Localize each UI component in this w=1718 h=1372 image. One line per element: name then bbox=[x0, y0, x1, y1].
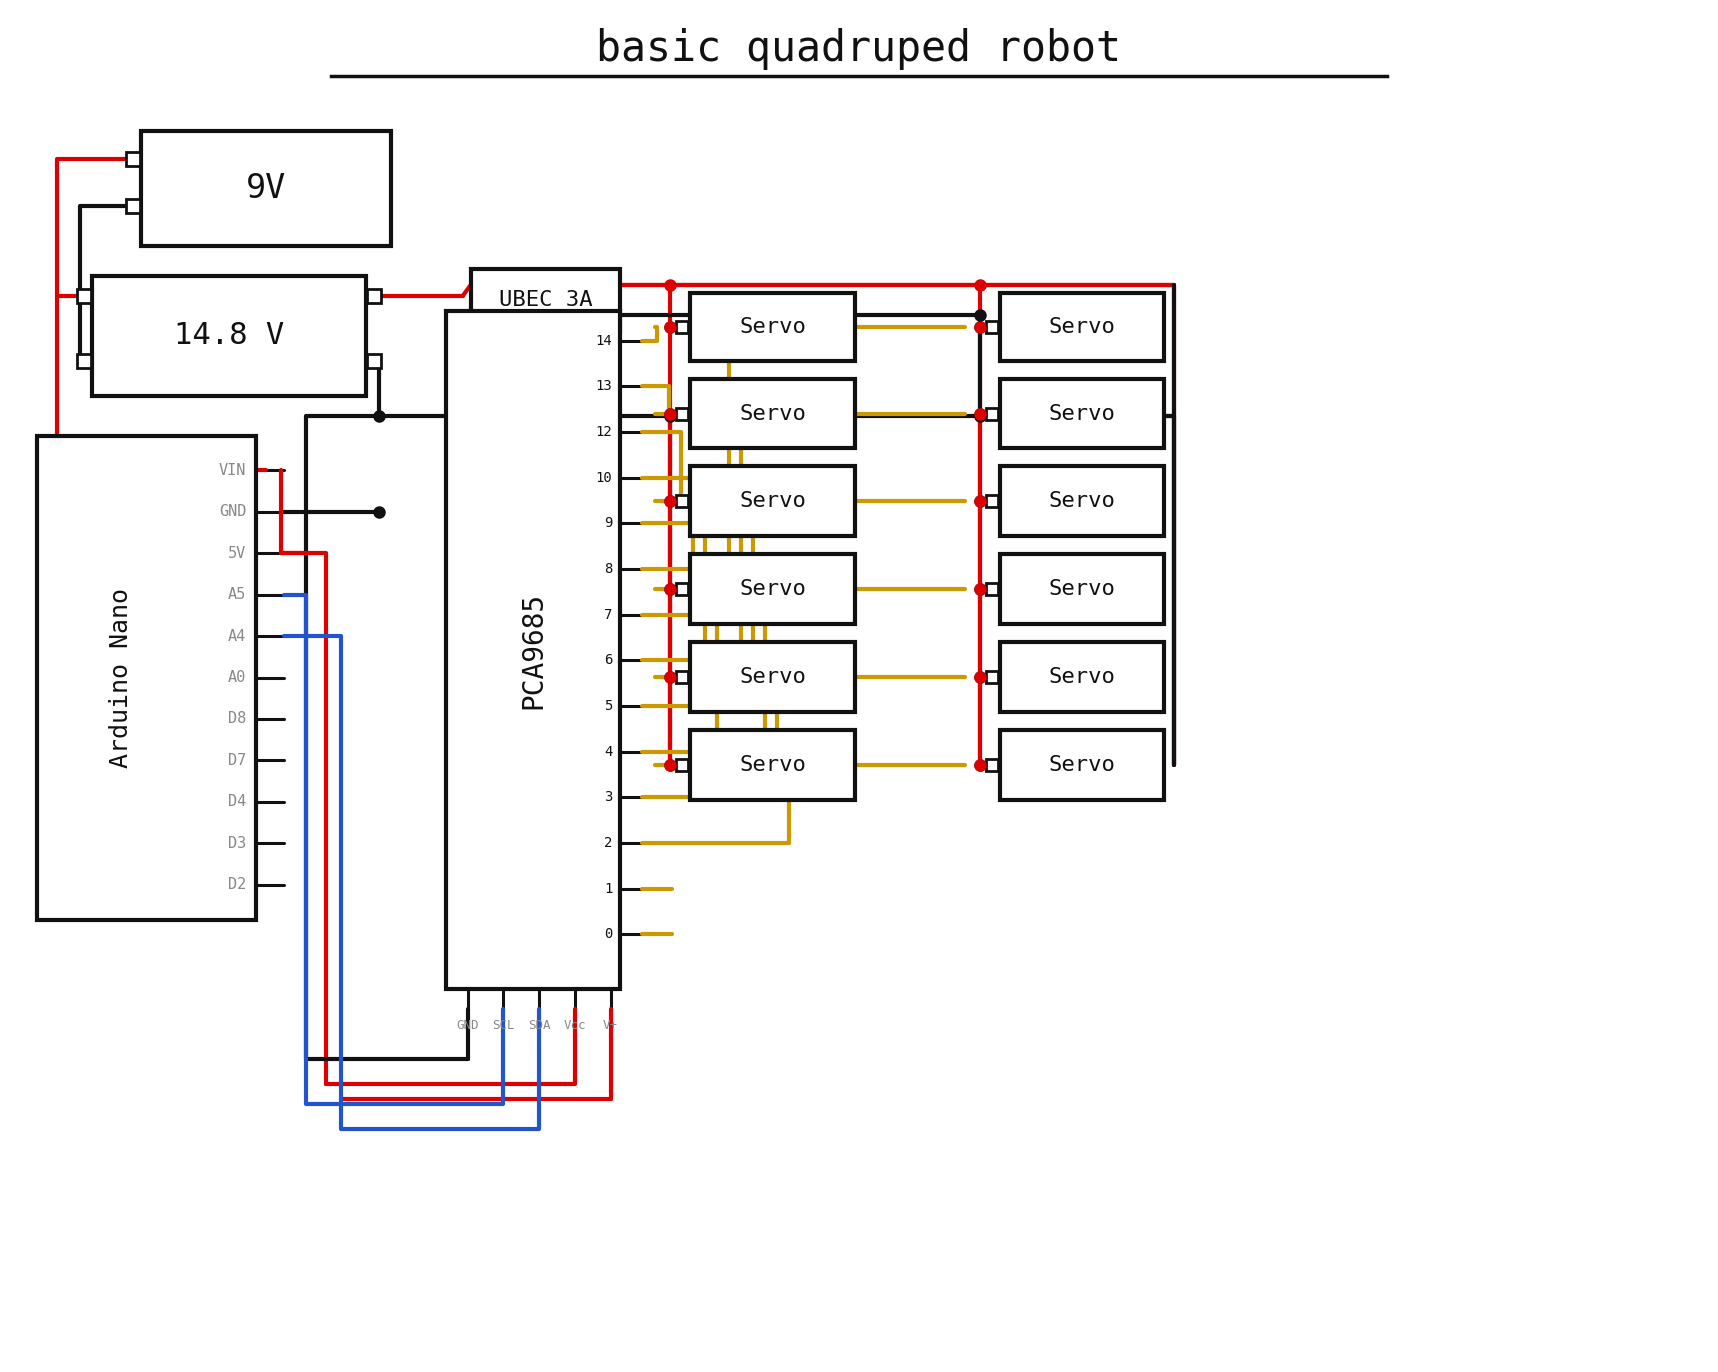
Bar bbox=[141, 132, 392, 246]
Bar bbox=[691, 466, 856, 536]
Bar bbox=[986, 671, 998, 683]
Bar bbox=[677, 495, 689, 508]
Text: D3: D3 bbox=[228, 836, 246, 851]
Text: 5: 5 bbox=[605, 700, 613, 713]
Text: UBEC 3A: UBEC 3A bbox=[498, 289, 593, 310]
Bar bbox=[1000, 379, 1165, 449]
Text: A5: A5 bbox=[228, 587, 246, 602]
Bar bbox=[691, 554, 856, 624]
Text: 1: 1 bbox=[605, 882, 613, 896]
Text: D4: D4 bbox=[228, 794, 246, 809]
Text: D2: D2 bbox=[228, 877, 246, 892]
Text: Servo: Servo bbox=[739, 403, 806, 424]
Bar bbox=[368, 354, 381, 368]
Text: PCA9685: PCA9685 bbox=[519, 591, 546, 709]
Text: Vcc: Vcc bbox=[564, 1019, 586, 1032]
Bar bbox=[986, 495, 998, 508]
Text: Servo: Servo bbox=[739, 755, 806, 775]
Bar bbox=[77, 354, 91, 368]
Text: Servo: Servo bbox=[739, 579, 806, 600]
Text: Servo: Servo bbox=[1048, 317, 1115, 336]
Bar bbox=[91, 276, 366, 395]
Bar bbox=[471, 269, 620, 331]
Bar bbox=[691, 642, 856, 712]
Text: D7: D7 bbox=[228, 753, 246, 768]
Text: 14: 14 bbox=[596, 333, 613, 347]
Text: Servo: Servo bbox=[739, 491, 806, 512]
Bar bbox=[1000, 292, 1165, 361]
Text: Servo: Servo bbox=[1048, 755, 1115, 775]
Bar bbox=[986, 407, 998, 420]
Bar bbox=[368, 288, 381, 303]
Text: 9V: 9V bbox=[246, 172, 287, 204]
Bar bbox=[691, 379, 856, 449]
Bar bbox=[1000, 466, 1165, 536]
Text: GND: GND bbox=[457, 1019, 479, 1032]
Bar bbox=[127, 199, 141, 213]
Bar bbox=[691, 292, 856, 361]
Bar bbox=[986, 759, 998, 771]
Text: 3: 3 bbox=[605, 790, 613, 804]
Text: VIN: VIN bbox=[218, 462, 246, 477]
Text: A0: A0 bbox=[228, 670, 246, 685]
Text: 6: 6 bbox=[605, 653, 613, 667]
Text: 10: 10 bbox=[596, 471, 613, 484]
Text: GND: GND bbox=[218, 505, 246, 520]
Text: 14.8 V: 14.8 V bbox=[174, 321, 283, 350]
Text: D8: D8 bbox=[228, 712, 246, 726]
Bar bbox=[677, 321, 689, 333]
Text: V+: V+ bbox=[603, 1019, 618, 1032]
Bar bbox=[691, 730, 856, 800]
Text: Servo: Servo bbox=[739, 317, 806, 336]
Text: 0: 0 bbox=[605, 927, 613, 941]
Text: 5V: 5V bbox=[228, 546, 246, 561]
Text: 4: 4 bbox=[605, 745, 613, 759]
Text: Servo: Servo bbox=[1048, 403, 1115, 424]
Bar bbox=[677, 671, 689, 683]
Bar bbox=[127, 152, 141, 166]
Text: SCL: SCL bbox=[493, 1019, 515, 1032]
Text: 13: 13 bbox=[596, 380, 613, 394]
Bar bbox=[77, 288, 91, 303]
Bar bbox=[1000, 642, 1165, 712]
Bar bbox=[1000, 730, 1165, 800]
Text: A4: A4 bbox=[228, 628, 246, 643]
Text: 7: 7 bbox=[605, 608, 613, 622]
Bar bbox=[1000, 554, 1165, 624]
Text: 9: 9 bbox=[605, 516, 613, 531]
Bar bbox=[447, 311, 620, 989]
Bar bbox=[677, 583, 689, 595]
Bar bbox=[677, 407, 689, 420]
Text: Servo: Servo bbox=[1048, 667, 1115, 687]
Bar bbox=[986, 583, 998, 595]
Text: 8: 8 bbox=[605, 563, 613, 576]
Text: Servo: Servo bbox=[739, 667, 806, 687]
Text: basic quadruped robot: basic quadruped robot bbox=[596, 29, 1122, 70]
Bar bbox=[677, 759, 689, 771]
Text: SDA: SDA bbox=[527, 1019, 550, 1032]
Text: Arduino Nano: Arduino Nano bbox=[110, 587, 134, 767]
Text: 12: 12 bbox=[596, 425, 613, 439]
Bar bbox=[986, 321, 998, 333]
Text: Servo: Servo bbox=[1048, 579, 1115, 600]
Bar bbox=[36, 435, 256, 919]
Text: Servo: Servo bbox=[1048, 491, 1115, 512]
Text: 2: 2 bbox=[605, 836, 613, 851]
